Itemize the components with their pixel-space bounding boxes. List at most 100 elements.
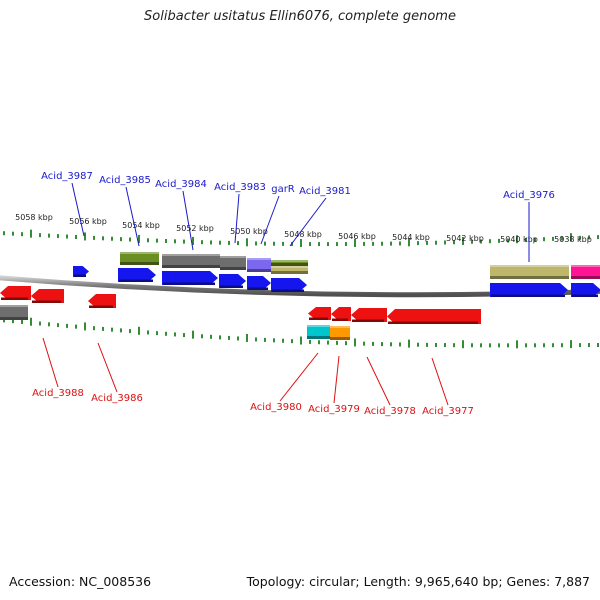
minor-tick	[228, 240, 230, 245]
minor-tick	[363, 241, 365, 246]
minor-tick	[21, 232, 23, 237]
gene-arrow-shadow	[1, 297, 28, 300]
gene-label[interactable]: Acid_3986	[91, 393, 143, 404]
gene-arrow[interactable]	[219, 274, 246, 288]
gene-label[interactable]: garR	[271, 184, 295, 195]
minor-tick	[201, 334, 203, 339]
minor-tick	[480, 343, 482, 348]
leader-line	[234, 193, 240, 244]
minor-tick	[156, 331, 158, 336]
minor-tick	[48, 322, 50, 327]
major-tick	[300, 336, 302, 345]
gene-label[interactable]: Acid_3977	[422, 406, 474, 417]
minor-tick	[282, 338, 284, 343]
feature-block-shadow	[307, 336, 330, 339]
genome-title: Solibacter usitatus Ellin6076, complete …	[144, 9, 456, 24]
minor-tick	[390, 342, 392, 347]
leader-line	[260, 195, 280, 245]
minor-tick	[93, 326, 95, 331]
gene-arrow[interactable]	[118, 268, 156, 282]
gene-arrow-shadow	[491, 294, 565, 297]
gene-label[interactable]: Acid_3980	[250, 402, 302, 413]
feature-block-shadow	[330, 337, 350, 340]
feature-block[interactable]	[307, 325, 330, 339]
gene-arrow[interactable]	[162, 271, 218, 285]
feature-block[interactable]	[220, 256, 246, 270]
gene-arrow[interactable]	[331, 307, 351, 321]
minor-tick	[489, 343, 491, 348]
minor-tick	[534, 343, 536, 348]
minor-tick	[309, 242, 311, 247]
minor-tick	[183, 333, 185, 338]
feature-block[interactable]	[120, 252, 159, 265]
gene-label[interactable]: Acid_3988	[32, 388, 84, 399]
gene-arrow[interactable]	[571, 283, 600, 297]
gene-features	[0, 252, 600, 340]
minor-tick	[237, 336, 239, 341]
minor-tick	[237, 241, 239, 246]
minor-tick	[588, 343, 590, 348]
minor-tick	[228, 335, 230, 340]
minor-tick	[543, 343, 545, 348]
minor-tick	[75, 324, 77, 329]
major-tick	[192, 330, 194, 339]
feature-block-shadow	[220, 267, 246, 270]
feature-block[interactable]	[571, 265, 600, 279]
leader-line	[333, 355, 340, 404]
gene-arrow[interactable]	[351, 308, 387, 322]
minor-tick	[12, 319, 14, 324]
minor-tick	[147, 330, 149, 335]
feature-block[interactable]	[162, 254, 220, 268]
gene-label[interactable]: Acid_3976	[503, 190, 555, 201]
gene-arrow[interactable]	[31, 289, 64, 303]
minor-tick	[147, 238, 149, 243]
feature-block-shadow	[271, 271, 308, 274]
minor-tick	[210, 334, 212, 339]
gene-arrow[interactable]	[73, 266, 89, 277]
gene-arrow[interactable]	[387, 309, 481, 324]
gene-label[interactable]: Acid_3987	[41, 171, 93, 182]
gene-arrow[interactable]	[88, 294, 116, 308]
feature-block-highlight	[490, 265, 569, 267]
gene-label[interactable]: Acid_3978	[364, 406, 416, 417]
feature-block[interactable]	[247, 258, 271, 272]
minor-tick	[372, 341, 374, 346]
minor-tick	[57, 323, 59, 328]
feature-block-highlight	[120, 252, 159, 254]
minor-tick	[327, 242, 329, 247]
minor-tick	[543, 237, 545, 242]
scale-label: 5056 kbp	[69, 217, 107, 226]
leader-line	[431, 357, 449, 406]
gene-labels: Acid_3987 Acid_3985 Acid_3984 Acid_3983 garR…	[32, 171, 555, 417]
major-tick	[138, 234, 140, 243]
minor-tick	[426, 240, 428, 245]
major-tick	[516, 340, 518, 349]
feature-block-highlight	[271, 260, 308, 262]
gene-label[interactable]: Acid_3981	[299, 186, 351, 197]
scale-label: 5040 kbp	[500, 235, 538, 244]
gene-label[interactable]: Acid_3984	[155, 179, 207, 190]
gene-arrow[interactable]	[271, 278, 307, 292]
gene-arrow[interactable]	[308, 307, 331, 320]
minor-tick	[273, 241, 275, 246]
gene-arrow[interactable]	[490, 283, 568, 297]
major-tick	[246, 238, 248, 247]
leader-line	[289, 197, 327, 247]
minor-tick	[426, 342, 428, 347]
gene-label[interactable]: Acid_3985	[99, 175, 151, 186]
gene-arrow[interactable]	[0, 286, 31, 300]
minor-tick	[381, 241, 383, 246]
minor-tick	[273, 338, 275, 343]
feature-block-shadow	[0, 317, 28, 320]
minor-tick	[156, 238, 158, 243]
gene-label[interactable]: Acid_3983	[214, 182, 266, 193]
minor-tick	[336, 340, 338, 345]
gene-label[interactable]: Acid_3979	[308, 404, 360, 415]
feature-block[interactable]	[330, 326, 350, 340]
gene-arrow-shadow	[32, 300, 61, 303]
feature-block[interactable]	[0, 305, 28, 320]
gene-arrow[interactable]	[247, 276, 271, 290]
feature-block[interactable]	[271, 266, 308, 274]
feature-block-highlight	[307, 325, 330, 327]
feature-block[interactable]	[490, 265, 569, 279]
